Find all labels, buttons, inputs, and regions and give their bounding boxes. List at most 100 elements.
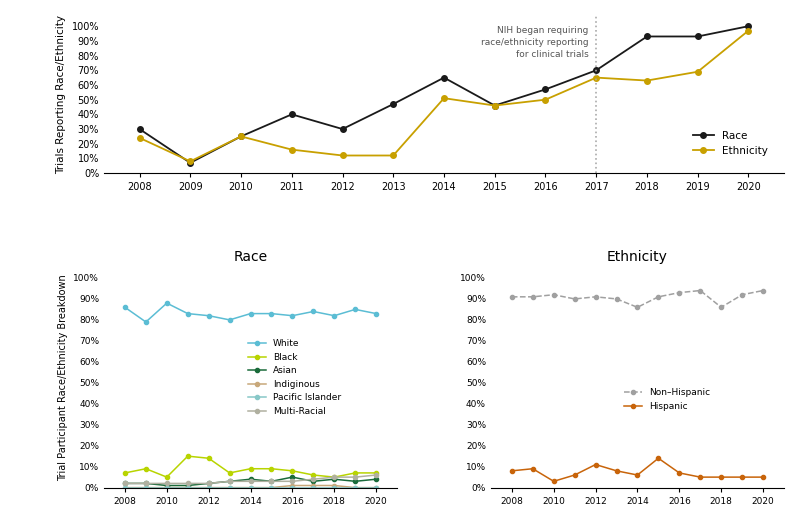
Asian	[204, 480, 214, 487]
Multi-Racial	[350, 474, 360, 480]
Black	[288, 467, 298, 474]
Hispanic	[716, 474, 726, 480]
Race	[236, 133, 246, 139]
Pacific Islander	[204, 484, 214, 491]
Multi-Racial	[225, 478, 234, 484]
Hispanic	[654, 455, 663, 462]
Black	[204, 455, 214, 462]
Asian	[246, 476, 255, 482]
Non–Hispanic	[633, 304, 642, 311]
Asian	[371, 476, 381, 482]
Line: Indiginous: Indiginous	[123, 483, 378, 490]
Race	[642, 33, 652, 40]
Black	[120, 470, 130, 476]
Ethnicity	[591, 74, 601, 81]
Hispanic	[612, 467, 622, 474]
White	[162, 300, 172, 306]
Line: Asian: Asian	[123, 475, 378, 488]
Pacific Islander	[225, 484, 234, 491]
Pacific Islander	[162, 484, 172, 491]
White	[204, 313, 214, 319]
White	[288, 313, 298, 319]
Race	[338, 126, 347, 132]
Black	[246, 465, 255, 472]
Legend: Non–Hispanic, Hispanic: Non–Hispanic, Hispanic	[620, 385, 714, 414]
Non–Hispanic	[654, 294, 663, 300]
Ethnicity	[389, 152, 398, 158]
Non–Hispanic	[758, 287, 768, 294]
Hispanic	[549, 478, 558, 484]
Indiginous	[204, 484, 214, 491]
Race	[134, 126, 144, 132]
Hispanic	[633, 472, 642, 478]
Multi-Racial	[246, 478, 255, 484]
Non–Hispanic	[528, 294, 538, 300]
Hispanic	[590, 461, 600, 467]
Line: White: White	[123, 301, 378, 324]
Ethnicity	[338, 152, 347, 158]
Asian	[288, 474, 298, 480]
Multi-Racial	[330, 474, 339, 480]
Non–Hispanic	[570, 296, 579, 302]
Y-axis label: Trials Reporting Race/Ethnicity: Trials Reporting Race/Ethnicity	[56, 15, 66, 174]
Asian	[330, 476, 339, 482]
Ethnicity	[541, 96, 550, 103]
Pacific Islander	[246, 484, 255, 491]
Indiginous	[266, 484, 276, 491]
Ethnicity	[693, 68, 702, 75]
Black	[141, 465, 150, 472]
Black	[350, 470, 360, 476]
Hispanic	[758, 474, 768, 480]
Non–Hispanic	[549, 292, 558, 298]
White	[246, 311, 255, 317]
Line: Pacific Islander: Pacific Islander	[123, 485, 378, 490]
Pacific Islander	[309, 484, 318, 491]
White	[350, 306, 360, 313]
Asian	[141, 480, 150, 487]
Indiginous	[350, 484, 360, 491]
Indiginous	[225, 484, 234, 491]
Line: Non–Hispanic: Non–Hispanic	[510, 288, 765, 310]
Multi-Racial	[309, 476, 318, 482]
Ethnicity	[186, 158, 195, 164]
Title: Ethnicity: Ethnicity	[607, 250, 668, 263]
Race	[186, 160, 195, 166]
Ethnicity	[744, 28, 754, 34]
Multi-Racial	[266, 478, 276, 484]
Hispanic	[738, 474, 747, 480]
Indiginous	[162, 484, 172, 491]
Race	[744, 23, 754, 29]
Non–Hispanic	[695, 287, 705, 294]
Text: NIH began requiring
race/ethnicity reporting
for clinical trials: NIH began requiring race/ethnicity repor…	[481, 26, 589, 59]
Indiginous	[141, 484, 150, 491]
Legend: Race, Ethnicity: Race, Ethnicity	[689, 127, 772, 160]
White	[371, 311, 381, 317]
Legend: White, Black, Asian, Indiginous, Pacific Islander, Multi-Racial: White, Black, Asian, Indiginous, Pacific…	[244, 335, 345, 419]
Ethnicity	[134, 135, 144, 141]
Pacific Islander	[288, 484, 298, 491]
Pacific Islander	[266, 484, 276, 491]
White	[309, 308, 318, 315]
Line: Black: Black	[123, 454, 378, 479]
Multi-Racial	[183, 480, 193, 487]
White	[120, 304, 130, 311]
Multi-Racial	[204, 480, 214, 487]
Race	[490, 102, 499, 109]
Multi-Racial	[162, 480, 172, 487]
Black	[330, 474, 339, 480]
Pacific Islander	[330, 484, 339, 491]
Indiginous	[371, 484, 381, 491]
Race	[693, 33, 702, 40]
Multi-Racial	[120, 480, 130, 487]
White	[183, 311, 193, 317]
Y-axis label: Trial Participant Race/Ethnicity Breakdown: Trial Participant Race/Ethnicity Breakdo…	[58, 274, 68, 481]
Asian	[225, 478, 234, 484]
Non–Hispanic	[612, 296, 622, 302]
Indiginous	[330, 482, 339, 489]
Hispanic	[674, 470, 684, 476]
Race	[439, 74, 449, 81]
Race	[591, 67, 601, 74]
Pacific Islander	[120, 484, 130, 491]
Ethnicity	[490, 102, 499, 109]
Hispanic	[528, 465, 538, 472]
